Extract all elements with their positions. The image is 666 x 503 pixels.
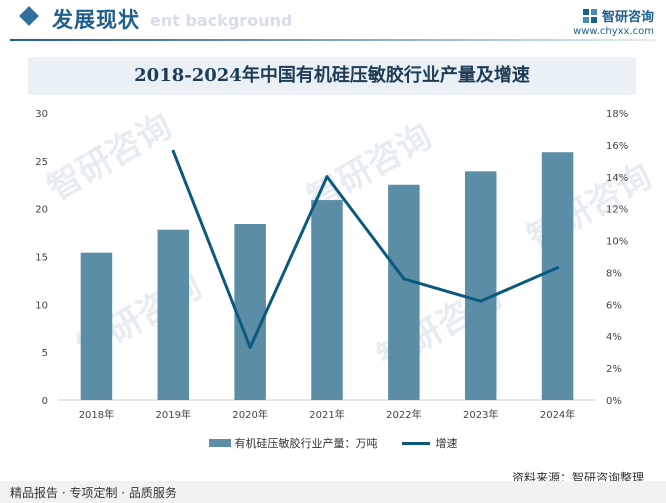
x-tick-label: 2019年 <box>156 408 191 421</box>
header-divider <box>10 39 656 41</box>
legend: 有机硅压敏胶行业产量：万吨 增速 <box>0 435 666 451</box>
y-left-tick-label: 5 <box>42 348 48 359</box>
brand: 智研咨询 www.chyxx.com <box>573 6 654 37</box>
legend-item-growth: 增速 <box>401 435 458 451</box>
legend-bar-swatch <box>208 439 231 447</box>
x-tick-label: 2023年 <box>463 408 498 421</box>
x-tick-label: 2018年 <box>79 408 114 421</box>
y-left-tick-label: 10 <box>35 300 48 311</box>
bar <box>80 252 113 400</box>
y-left-tick-label: 15 <box>35 253 48 264</box>
growth-point <box>171 149 175 153</box>
x-tick-label: 2022年 <box>386 408 421 421</box>
footer: 资料来源：智研咨询整理 精品报告 · 专项定制 · 品质服务 <box>0 463 666 503</box>
y-right-tick-label: 14% <box>606 173 628 184</box>
growth-line <box>171 150 559 349</box>
brand-url: www.chyxx.com <box>573 26 654 37</box>
y-right-tick-label: 12% <box>606 205 628 216</box>
brand-name: 智研咨询 <box>601 10 654 25</box>
growth-point <box>248 345 252 349</box>
footer-band <box>0 481 666 503</box>
footer-tagline: 精品报告 · 专项定制 · 品质服务 <box>10 486 177 500</box>
legend-item-production: 有机硅压敏胶行业产量：万吨 <box>208 435 378 451</box>
y-right-tick-label: 0% <box>606 396 622 407</box>
growth-point <box>325 175 329 179</box>
bar <box>541 152 574 400</box>
y-left-tick-label: 30 <box>35 109 48 120</box>
legend-label-growth: 增速 <box>435 437 458 450</box>
legend-label-production: 有机硅压敏胶行业产量：万吨 <box>234 437 378 450</box>
chart-title: 2018-2024年中国有机硅压敏胶行业产量及增速 <box>134 65 530 86</box>
y-left-tick-label: 20 <box>35 205 48 216</box>
header-ghost-text: ent background <box>150 11 293 30</box>
growth-point <box>556 266 560 270</box>
header: 发展现状 ent background 智研咨询 www.chyxx.com <box>0 0 666 41</box>
y-right-tick-label: 16% <box>606 141 628 152</box>
bar <box>234 223 266 400</box>
x-tick-label: 2021年 <box>309 408 344 421</box>
growth-point <box>402 277 406 281</box>
y-left-tick-label: 0 <box>42 396 48 407</box>
bar <box>311 200 343 400</box>
x-tick-label: 2024年 <box>540 408 575 421</box>
brand-logo-icon <box>582 8 597 23</box>
section-title: 发展现状 <box>52 8 140 32</box>
y-right-tick-label: 10% <box>606 237 628 248</box>
bar <box>157 229 190 400</box>
legend-line-swatch <box>401 441 430 445</box>
bar <box>464 171 497 400</box>
y-right-tick-label: 18% <box>606 109 628 120</box>
y-right-tick-label: 2% <box>606 364 622 375</box>
chart-title-band: 2018-2024年中国有机硅压敏胶行业产量及增速 <box>28 57 636 95</box>
bar <box>388 184 420 400</box>
x-tick-label: 2020年 <box>232 408 267 421</box>
y-left-tick-label: 25 <box>35 157 48 168</box>
y-right-tick-label: 4% <box>606 332 622 343</box>
growth-point <box>479 299 483 303</box>
y-right-tick-label: 6% <box>606 300 622 311</box>
y-right-tick-label: 8% <box>606 268 622 279</box>
